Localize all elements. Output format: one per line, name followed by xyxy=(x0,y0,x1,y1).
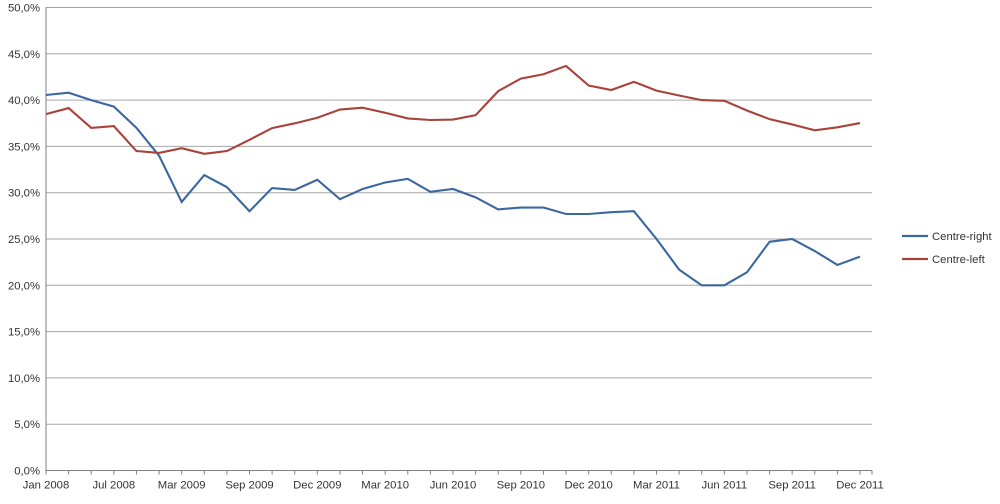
svg-text:5,0%: 5,0% xyxy=(14,419,40,431)
svg-text:10,0%: 10,0% xyxy=(8,373,40,385)
svg-text:Jul 2008: Jul 2008 xyxy=(92,480,135,492)
svg-text:40,0%: 40,0% xyxy=(8,95,40,107)
svg-text:45,0%: 45,0% xyxy=(8,49,40,61)
svg-text:25,0%: 25,0% xyxy=(8,234,40,246)
svg-text:Mar 2009: Mar 2009 xyxy=(158,480,206,492)
svg-text:Mar 2010: Mar 2010 xyxy=(361,480,409,492)
svg-text:35,0%: 35,0% xyxy=(8,141,40,153)
svg-text:Sep 2010: Sep 2010 xyxy=(497,480,545,492)
svg-text:Dec 2010: Dec 2010 xyxy=(564,480,612,492)
svg-text:Sep 2009: Sep 2009 xyxy=(225,480,273,492)
svg-text:Mar 2011: Mar 2011 xyxy=(633,480,680,492)
svg-text:Centre-left: Centre-left xyxy=(932,254,986,266)
svg-text:Jun 2011: Jun 2011 xyxy=(702,480,748,492)
svg-text:Dec 2011: Dec 2011 xyxy=(836,480,884,492)
svg-text:30,0%: 30,0% xyxy=(8,188,40,200)
svg-text:Jun 2010: Jun 2010 xyxy=(430,480,476,492)
svg-text:15,0%: 15,0% xyxy=(8,327,40,339)
svg-text:Dec 2009: Dec 2009 xyxy=(293,480,341,492)
svg-text:0,0%: 0,0% xyxy=(14,466,40,478)
svg-text:20,0%: 20,0% xyxy=(8,280,40,292)
svg-text:50,0%: 50,0% xyxy=(8,3,40,15)
svg-text:Jan 2008: Jan 2008 xyxy=(23,480,69,492)
svg-text:Sep 2011: Sep 2011 xyxy=(768,480,816,492)
svg-text:Centre-right: Centre-right xyxy=(932,231,993,243)
